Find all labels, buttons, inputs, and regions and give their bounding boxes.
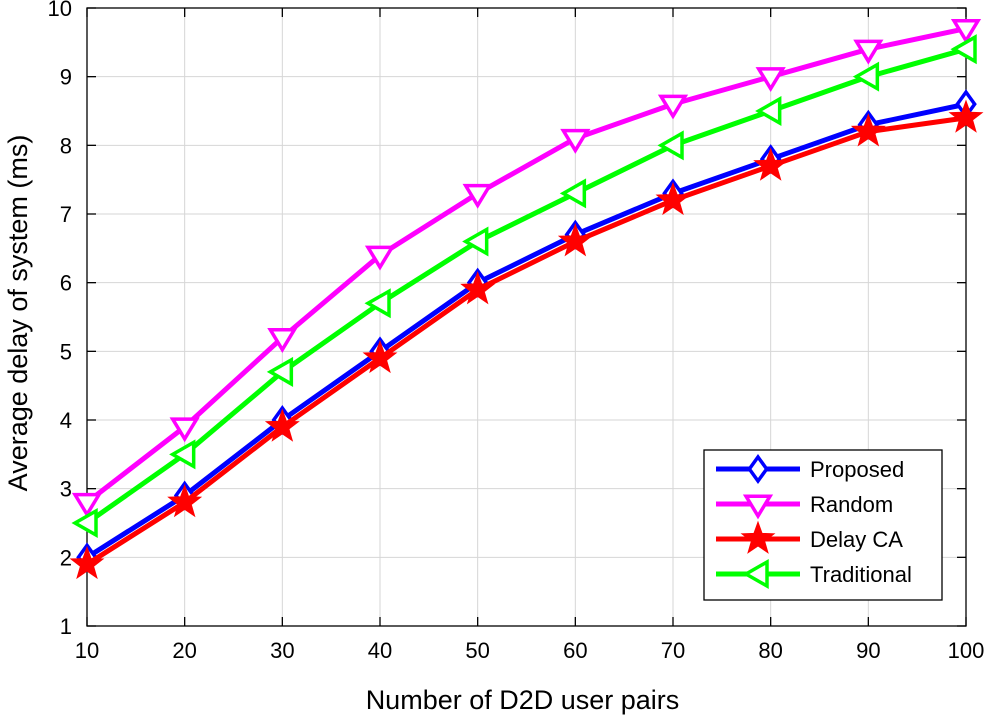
data-point-marker bbox=[364, 288, 391, 319]
data-point-marker bbox=[559, 178, 587, 209]
series-delay-ca bbox=[69, 99, 984, 580]
series-layer bbox=[69, 19, 984, 580]
y-tick-label: 9 bbox=[60, 65, 72, 90]
series-traditional bbox=[71, 34, 977, 539]
data-point-marker bbox=[755, 95, 782, 127]
x-tick-label: 40 bbox=[368, 638, 392, 663]
y-tick-label: 8 bbox=[60, 133, 72, 158]
legend-marker bbox=[740, 520, 776, 554]
series-line bbox=[85, 46, 967, 526]
data-point-marker bbox=[460, 271, 496, 305]
data-point-marker bbox=[753, 147, 789, 181]
data-point-marker bbox=[560, 128, 591, 154]
axes-layer bbox=[86, 7, 967, 627]
y-tick-label: 10 bbox=[48, 0, 72, 21]
series-line bbox=[85, 26, 967, 505]
y-tick-label: 7 bbox=[60, 202, 72, 227]
y-tick-label: 4 bbox=[60, 408, 72, 433]
data-point-marker bbox=[264, 408, 300, 442]
legend-marker bbox=[747, 454, 769, 484]
y-tick-label: 6 bbox=[60, 271, 72, 296]
y-tick-label: 2 bbox=[60, 545, 72, 570]
y-axis-title: Average delay of system (ms) bbox=[3, 135, 33, 492]
data-point-marker bbox=[69, 545, 105, 580]
data-point-marker bbox=[655, 181, 691, 216]
data-point-marker bbox=[950, 34, 977, 65]
data-point-marker bbox=[657, 130, 684, 161]
y-tick-label: 3 bbox=[60, 477, 72, 502]
grid-layer bbox=[87, 8, 966, 626]
x-tick-label: 80 bbox=[758, 638, 782, 663]
legend-label: Delay CA bbox=[810, 527, 903, 552]
data-point-marker bbox=[850, 113, 886, 147]
legend-marker bbox=[742, 558, 769, 590]
labels-layer: 10 20 30 40 50 60 70 80 90 100 1 2 3 4 5 6 7 8 9 10 Number o… bbox=[3, 0, 984, 715]
data-point-marker bbox=[71, 492, 103, 518]
legend-label: Proposed bbox=[810, 457, 904, 482]
data-point-marker bbox=[657, 94, 689, 120]
data-point-marker bbox=[948, 99, 984, 133]
y-tick-label: 1 bbox=[60, 614, 72, 639]
legend-entry: Proposed bbox=[716, 454, 904, 484]
x-tick-label: 30 bbox=[270, 638, 294, 663]
data-point-marker bbox=[462, 183, 493, 209]
data-point-marker bbox=[71, 507, 98, 539]
data-point-marker bbox=[950, 19, 982, 44]
data-point-marker bbox=[853, 39, 884, 65]
series-line bbox=[85, 115, 967, 567]
legend-marker bbox=[742, 494, 774, 520]
x-tick-label: 50 bbox=[465, 638, 489, 663]
y-tick-label: 5 bbox=[60, 339, 72, 364]
x-tick-label: 10 bbox=[75, 638, 99, 663]
data-point-marker bbox=[557, 223, 593, 257]
legend-entry: Traditional bbox=[716, 558, 912, 590]
series-line bbox=[85, 101, 967, 560]
data-point-marker bbox=[755, 67, 786, 93]
x-tick-label: 20 bbox=[172, 638, 196, 663]
series-random bbox=[71, 19, 982, 518]
legend-label: Random bbox=[810, 492, 893, 517]
x-axis-title: Number of D2D user pairs bbox=[366, 685, 680, 715]
data-point-marker bbox=[852, 61, 880, 92]
data-point-marker bbox=[169, 417, 200, 443]
data-point-marker bbox=[169, 439, 196, 470]
legend-entry: Delay CA bbox=[716, 520, 903, 554]
legend-label: Traditional bbox=[810, 562, 912, 587]
data-point-marker bbox=[167, 484, 203, 518]
data-point-marker bbox=[462, 226, 489, 257]
data-point-marker bbox=[362, 339, 398, 374]
legend-entry: Random bbox=[716, 492, 893, 520]
x-tick-label: 100 bbox=[948, 638, 985, 663]
legend: Proposed Random Delay CA Traditional bbox=[703, 449, 943, 601]
axes-box bbox=[86, 7, 967, 627]
x-tick-label: 70 bbox=[661, 638, 685, 663]
data-point-marker bbox=[267, 328, 298, 353]
x-tick-label: 90 bbox=[856, 638, 880, 663]
x-tick-label: 60 bbox=[563, 638, 587, 663]
data-point-marker bbox=[364, 245, 396, 271]
data-point-marker bbox=[266, 356, 294, 387]
